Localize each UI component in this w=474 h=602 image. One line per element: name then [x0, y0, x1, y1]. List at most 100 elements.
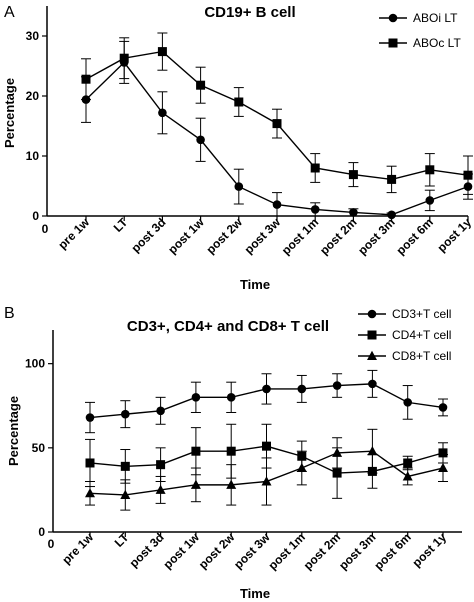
legend-label: CD3+T cell — [392, 307, 451, 321]
chart-b-series-2-point — [191, 446, 201, 456]
chart-a-series-2-point — [119, 53, 129, 63]
chart-a-series-2-point — [272, 119, 282, 129]
chart-b-series-3-point — [226, 479, 237, 489]
chart-a-series-1-point — [425, 196, 435, 205]
chart-a-x-tick-label: post 3d — [128, 215, 168, 255]
chart-b-title: CD3+, CD4+ and CD8+ T cell — [127, 318, 329, 335]
chart-b-series-2-point — [156, 460, 166, 470]
chart-b-series-3-point — [155, 484, 166, 494]
chart-b-series-1-point — [191, 393, 201, 402]
chart-a-legend-entry-2: ABOc LT — [379, 36, 461, 50]
chart-a-series-2-point — [463, 170, 473, 180]
legend-marker — [367, 330, 377, 340]
chart-b-series-3-point — [332, 447, 343, 457]
chart-a-series-2 — [81, 32, 473, 195]
chart-a-x-axis-label: Time — [240, 277, 270, 292]
chart-a-series-2-point — [310, 163, 320, 173]
chart-a-x-tick-label: post 1w — [165, 215, 207, 257]
chart-b-series-3-point — [402, 471, 413, 481]
chart-a-series-2-point — [157, 47, 167, 57]
chart-a-y-tick-label: 20 — [26, 89, 40, 103]
chart-b-x-axis-label: Time — [240, 586, 270, 601]
chart-b-series-2-point — [438, 448, 448, 458]
legend-label: CD8+T cell — [392, 349, 451, 363]
chart-a-x-tick-label: post 1y — [435, 215, 474, 255]
chart-a-x-tick-label: post 1m — [279, 215, 321, 257]
chart-b-series-3-point — [438, 462, 448, 473]
chart-b-y-tick-label: 100 — [25, 357, 45, 371]
chart-b-series-1-point — [226, 393, 236, 402]
chart-b-x-tick-label: post 3m — [336, 530, 378, 572]
chart-a-panel-letter: A — [4, 4, 15, 21]
chart-b-series-1-point — [85, 413, 95, 422]
chart-b-series-3-point — [296, 462, 307, 473]
chart-a-series-1-point — [349, 208, 358, 217]
chart-b-series-1-point — [121, 409, 130, 419]
chart-b-series-2-point — [120, 461, 130, 471]
chart-b-series-3-point — [261, 476, 272, 486]
chart-b-series-3-point — [85, 488, 95, 498]
chart-a-y-tick-label: 10 — [26, 149, 40, 163]
chart-a-x-tick-label: LT — [111, 215, 131, 235]
chart-b-x-tick-label: post 2m — [301, 530, 343, 572]
chart-a-y-axis-label: Percentage — [2, 78, 17, 148]
chart-b-series-1-point — [297, 384, 307, 394]
chart-a-x-tick-label: post 6m — [393, 215, 435, 257]
chart-b-legend-entry-2: CD4+T cell — [358, 328, 451, 342]
chart-b-series-1-point — [403, 398, 413, 407]
chart-a-series-1-line — [85, 61, 469, 216]
chart-b-series-1 — [85, 369, 448, 434]
chart-b-series-2-point — [226, 446, 236, 456]
legend-label: CD4+T cell — [392, 328, 451, 342]
chart-a-y-tick-label: 0 — [32, 209, 39, 223]
chart-b-x-tick-label: post 2w — [196, 530, 238, 572]
legend-label: ABOi LT — [413, 11, 458, 25]
chart-b-y-tick-label: 50 — [32, 441, 46, 455]
legend-marker — [367, 309, 377, 319]
chart-a-series-1-point — [158, 108, 167, 118]
chart-b-legend-entry-3: CD8+T cell — [358, 349, 451, 363]
chart-a-y-tick-label: 30 — [26, 29, 40, 43]
chart-a-series-1-point — [387, 210, 396, 220]
chart-a-series-2-point — [81, 74, 91, 84]
chart-b: B CD3+, CD4+ and CD8+ T cell 0 50 100 0 pre 1w… — [4, 305, 462, 601]
chart-b-series-1-point — [368, 379, 377, 389]
chart-a-series-2-point — [196, 80, 206, 90]
chart-b-series-1-point — [332, 381, 342, 390]
chart-b-series-3-point — [367, 446, 378, 456]
chart-b-x-tick-label: pre 1w — [59, 530, 96, 567]
chart-b-series-3-point — [120, 489, 131, 499]
chart-a-x-origin-label: 0 — [42, 222, 49, 236]
chart-b-series-1-point — [262, 384, 271, 394]
chart-b-x-tick-label: post 6m — [371, 530, 413, 572]
chart-a-legend-entry-1: ABOi LT — [379, 11, 458, 25]
chart-a-series-2-point — [234, 97, 244, 107]
legend-label: ABOc LT — [413, 36, 461, 50]
chart-b-x-tick-label: post 3d — [127, 530, 167, 570]
chart-a-series-2-point — [387, 174, 397, 184]
chart-a-x-tick-label: pre 1w — [55, 215, 92, 252]
chart-b-x-origin-label: 0 — [48, 537, 55, 551]
chart-b-y-axis-label: Percentage — [6, 396, 21, 466]
chart-a-x-tick-label: post 2w — [203, 215, 245, 257]
chart-b-series-1-point — [156, 406, 165, 416]
chart-a-series-1-point — [272, 200, 282, 209]
chart-b-x-tick-label: LT — [112, 530, 132, 550]
chart-b-series-2-point — [85, 458, 95, 468]
legend-marker — [388, 13, 398, 23]
chart-b-series-2-point — [262, 441, 271, 451]
chart-b-panel-letter: B — [4, 305, 15, 322]
chart-b-x-tick-label: post 1y — [410, 530, 450, 570]
chart-b-x-tick-label: post 1w — [161, 530, 203, 572]
chart-b-series-2-point — [332, 468, 342, 478]
chart-a-series-1-point — [196, 135, 205, 145]
chart-b-x-tick-label: post 1m — [265, 530, 307, 572]
chart-a-series-2-point — [348, 170, 358, 180]
chart-a-title: CD19+ B cell — [204, 4, 295, 21]
chart-a-x-tick-label: post 3m — [355, 215, 397, 257]
chart-a-x-tick-label: post 2m — [317, 215, 359, 257]
chart-b-legend-entry-1: CD3+T cell — [358, 307, 451, 321]
chart-a-series-2-point — [425, 165, 435, 175]
